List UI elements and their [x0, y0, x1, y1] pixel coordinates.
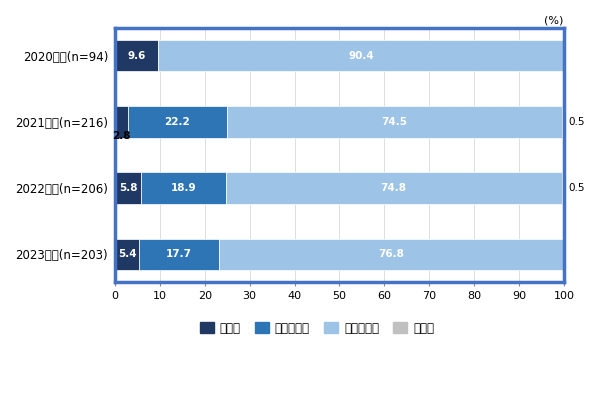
Text: 74.5: 74.5	[382, 117, 407, 127]
Text: 17.7: 17.7	[166, 250, 192, 260]
Text: 5.8: 5.8	[119, 183, 137, 193]
Bar	[158, 40, 564, 72]
Bar	[226, 172, 562, 204]
Text: 74.8: 74.8	[381, 183, 407, 193]
Text: 0.5: 0.5	[568, 117, 585, 127]
Text: 90.4: 90.4	[348, 50, 374, 60]
Text: 0.5: 0.5	[568, 183, 585, 193]
Text: (%): (%)	[544, 16, 564, 26]
Bar	[227, 106, 562, 138]
Text: 18.9: 18.9	[170, 183, 196, 193]
Bar	[218, 238, 563, 270]
Bar	[562, 106, 564, 138]
Bar	[115, 172, 141, 204]
Text: 5.4: 5.4	[118, 250, 136, 260]
Bar	[128, 106, 227, 138]
Bar	[115, 106, 128, 138]
Bar	[139, 238, 218, 270]
Legend: 増えた, やや増えた, 変わらない, 減った: 増えた, やや増えた, 変わらない, 減った	[195, 317, 439, 340]
Text: 76.8: 76.8	[378, 250, 404, 260]
Bar	[141, 172, 226, 204]
Text: 2.8: 2.8	[112, 131, 130, 141]
Bar	[115, 40, 158, 72]
Text: 22.2: 22.2	[164, 117, 190, 127]
Text: 9.6: 9.6	[127, 50, 146, 60]
Bar	[115, 238, 139, 270]
Bar	[562, 172, 564, 204]
